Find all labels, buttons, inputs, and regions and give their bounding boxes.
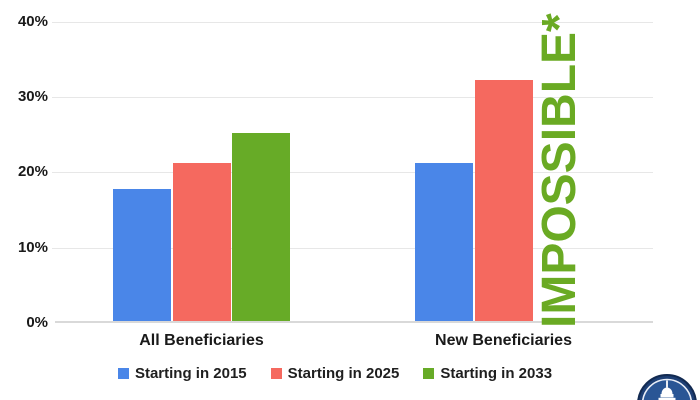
gridline-40	[52, 22, 653, 23]
ytick-30: 30%	[17, 88, 48, 105]
legend: Starting in 2015 Starting in 2025 Starti…	[0, 361, 670, 385]
impossible-annotation-text: IMPOSSIBLE*	[533, 13, 586, 328]
legend-label-2025: Starting in 2025	[287, 364, 400, 382]
legend-item-2015: Starting in 2015	[117, 364, 247, 382]
gridline-10	[52, 248, 653, 249]
bar-all-beneficiaries-starting-in-2033	[232, 133, 290, 321]
ytick-0: 0%	[26, 314, 48, 331]
legend-swatch-2015-icon	[117, 367, 129, 379]
legend-item-2033: Starting in 2033	[423, 365, 552, 382]
legend-label-2015: Starting in 2015	[134, 364, 247, 382]
gridline-30	[52, 97, 653, 98]
category-label-new-beneficiaries: New Beneficiaries	[435, 332, 572, 349]
category-label-all-beneficiaries: All Beneficiaries	[139, 332, 264, 349]
bar-new-beneficiaries-starting-in-2015	[415, 163, 473, 321]
legend-swatch-2033-icon	[423, 367, 435, 379]
legend-item-2025: Starting in 2025	[270, 364, 400, 382]
ytick-20: 20%	[17, 163, 48, 180]
gridline-20	[52, 172, 653, 173]
bar-new-beneficiaries-starting-in-2025	[474, 80, 533, 321]
capitol-dome-logo-icon	[637, 374, 697, 400]
legend-swatch-2025-icon	[270, 367, 282, 379]
bar-all-beneficiaries-starting-in-2025	[172, 163, 231, 321]
ytick-10: 10%	[17, 239, 48, 256]
bar-all-beneficiaries-starting-in-2015	[113, 189, 171, 321]
ytick-40: 40%	[17, 13, 48, 30]
legend-label-2033: Starting in 2033	[440, 364, 553, 382]
plot-area: IMPOSSIBLE*	[52, 13, 653, 328]
